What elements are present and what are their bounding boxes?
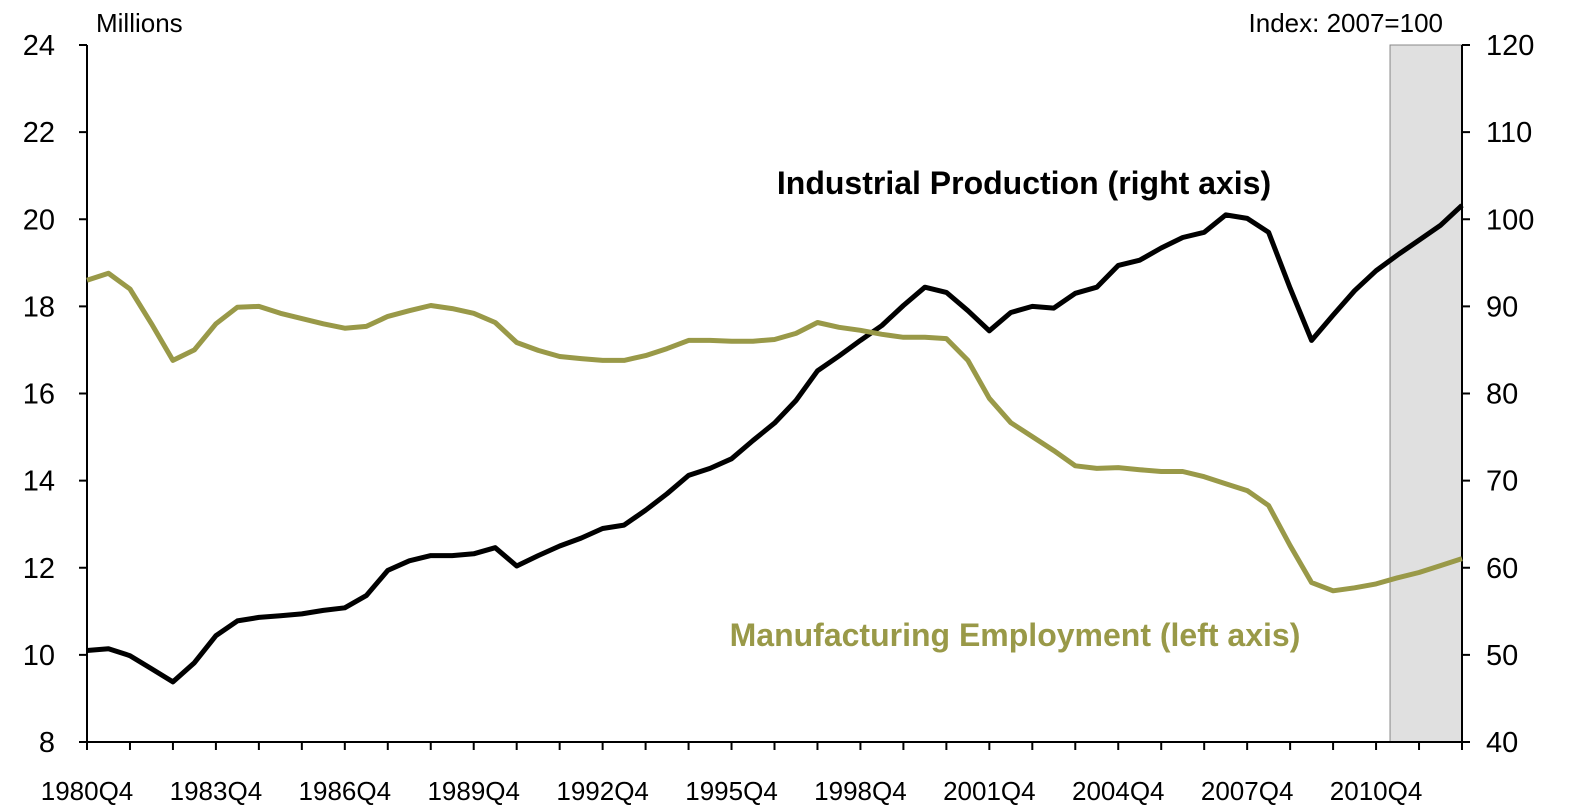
series-label: Industrial Production (right axis) — [777, 165, 1271, 201]
line-series — [86, 270, 1463, 594]
x-tick-label: 2004Q4 — [1072, 776, 1165, 806]
x-tick-label: 1989Q4 — [427, 776, 520, 806]
x-tick-label: 1992Q4 — [556, 776, 649, 806]
y-axis-label: Millions — [96, 8, 183, 38]
y-tick-label: 24 — [23, 30, 55, 62]
x-tick-label: 2007Q4 — [1201, 776, 1294, 806]
y2-tick-label: 60 — [1486, 553, 1518, 585]
y2-tick-label: 90 — [1486, 291, 1518, 323]
x-tick-label: 1998Q4 — [814, 776, 907, 806]
x-tick-label: 1980Q4 — [41, 776, 134, 806]
y2-tick-label: 80 — [1486, 379, 1518, 411]
line-series — [86, 203, 1464, 685]
y-tick-label: 20 — [23, 204, 55, 236]
shaded-region — [1389, 44, 1463, 743]
y-tick-label: 8 — [39, 727, 55, 759]
y-tick-label: 10 — [23, 640, 55, 672]
y-tick-label: 18 — [23, 291, 55, 323]
x-tick-label: 1995Q4 — [685, 776, 778, 806]
x-tick-label: 1983Q4 — [170, 776, 263, 806]
y2-tick-label: 110 — [1486, 117, 1532, 149]
y-tick-label: 16 — [23, 379, 55, 411]
y2-tick-label: 50 — [1486, 640, 1518, 672]
x-tick-label: 2001Q4 — [943, 776, 1036, 806]
y2-tick-label: 70 — [1486, 466, 1518, 498]
y2-tick-label: 120 — [1486, 30, 1534, 62]
y-tick-label: 12 — [23, 553, 55, 585]
series-label: Manufacturing Employment (left axis) — [730, 617, 1301, 653]
y2-tick-label: 100 — [1486, 204, 1534, 236]
y-tick-label: 22 — [23, 117, 55, 149]
y2-axis-label: Index: 2007=100 — [1249, 8, 1443, 38]
x-tick-label: 1986Q4 — [299, 776, 392, 806]
y2-tick-label: 40 — [1486, 727, 1518, 759]
y-tick-label: 14 — [23, 466, 55, 498]
x-tick-label: 2010Q4 — [1330, 776, 1423, 806]
